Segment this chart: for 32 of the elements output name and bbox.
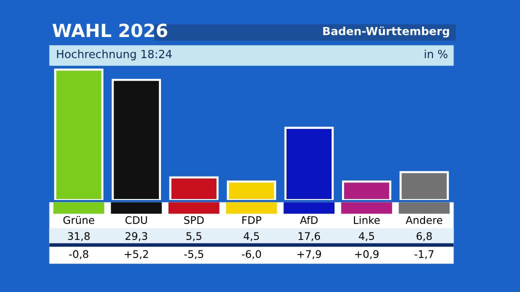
bar xyxy=(284,126,334,200)
data-label: 5,5 xyxy=(186,232,202,242)
bar xyxy=(169,176,219,200)
x-tick-label: FDP xyxy=(242,216,262,224)
y-axis-title: in % xyxy=(424,50,448,58)
x-tick-label: SPD xyxy=(184,216,204,224)
bar xyxy=(342,180,392,200)
text: +7,9 xyxy=(298,250,321,260)
chart-title: WAHL 2026 xyxy=(52,24,168,38)
text: Hochrechnung 18:24 xyxy=(57,50,172,60)
data-label: 4,5 xyxy=(244,232,259,242)
bar xyxy=(112,78,162,200)
text: +5,2 xyxy=(124,250,148,260)
chart-subtitle: Baden-Württemberg xyxy=(323,26,450,38)
text: +0,9 xyxy=(355,250,379,260)
data-label: 4,5 xyxy=(358,232,374,242)
x-tick-label: AfD xyxy=(300,216,318,224)
data-label: 29,3 xyxy=(126,232,148,242)
bar xyxy=(54,68,104,200)
data-label: 17,6 xyxy=(298,232,320,242)
x-tick-label: Linke xyxy=(354,216,380,224)
data-label: 31,8 xyxy=(68,232,90,242)
x-tick-label: Grüne xyxy=(63,216,94,224)
text: -0,8 xyxy=(69,250,88,260)
text: -6,0 xyxy=(242,250,261,260)
x-tick-label: Andere xyxy=(406,216,442,224)
bar xyxy=(400,171,449,200)
bar xyxy=(226,180,276,200)
data-label: 6,8 xyxy=(416,232,432,242)
text: -1,7 xyxy=(414,250,434,260)
x-tick-label: CDU xyxy=(125,216,147,224)
text: -5,5 xyxy=(184,250,204,260)
